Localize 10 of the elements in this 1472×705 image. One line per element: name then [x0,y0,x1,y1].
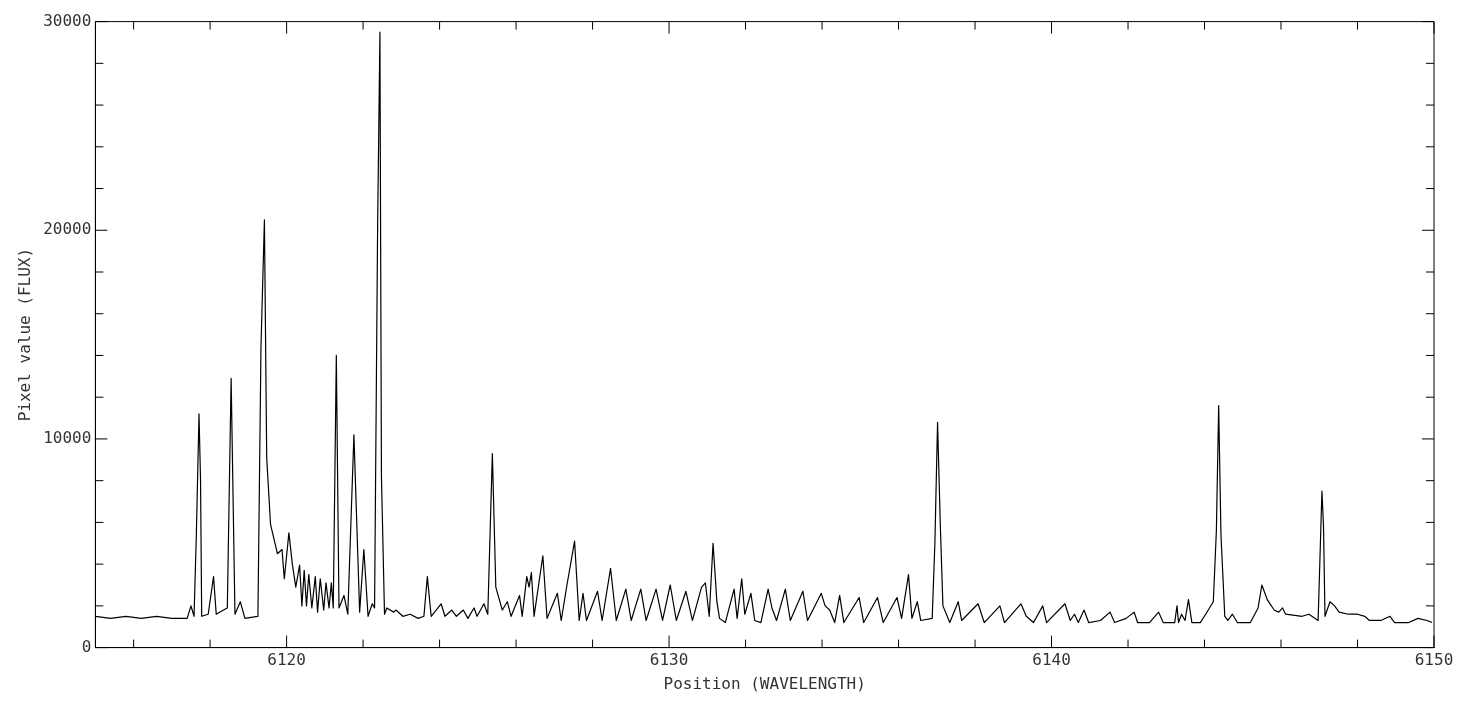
x-axis-title: Position (WAVELENGTH) [663,673,866,693]
y-tick-label: 20000 [43,219,92,239]
x-tick-label: 6120 [267,650,306,670]
x-tick-label: 6140 [1032,650,1071,670]
x-tick-label: 6150 [1414,650,1454,670]
y-tick-label: 0 [81,636,92,656]
x-tick-label: 6130 [649,650,689,670]
y-axis-title: Pixel value (FLUX) [14,247,34,422]
y-tick-label: 30000 [43,10,92,30]
y-tick-label: 10000 [43,428,92,448]
